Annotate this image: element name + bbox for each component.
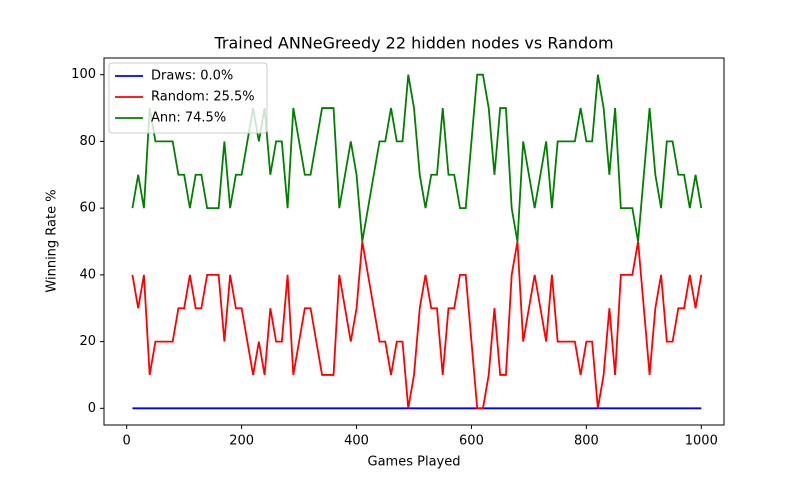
series-line [131,241,703,410]
chart-title: Trained ANNeGreedy 22 hidden nodes vs Ra… [213,34,613,53]
y-tick-label: 100 [71,67,96,82]
x-tick-label: 800 [574,434,599,449]
y-tick-label: 0 [88,401,96,416]
legend-label: Draws: 0.0% [151,69,233,84]
y-tick-label: 60 [79,201,96,216]
y-tick-label: 80 [79,134,96,149]
plot-frame [103,57,725,426]
legend-box [108,62,268,134]
y-tick-label: 20 [79,334,96,349]
legend-label: Random: 25.5% [151,90,255,105]
legend-label: Ann: 74.5% [151,111,226,126]
x-axis-label: Games Played [368,455,461,470]
x-tick-label: 1000 [685,434,718,449]
x-tick-label: 400 [344,434,369,449]
series-line [131,73,703,242]
y-tick-label: 40 [79,267,96,282]
x-tick-label: 200 [229,434,254,449]
x-tick-label: 600 [459,434,484,449]
y-axis-label: Winning Rate % [45,189,60,292]
x-tick-label: 0 [123,434,131,449]
